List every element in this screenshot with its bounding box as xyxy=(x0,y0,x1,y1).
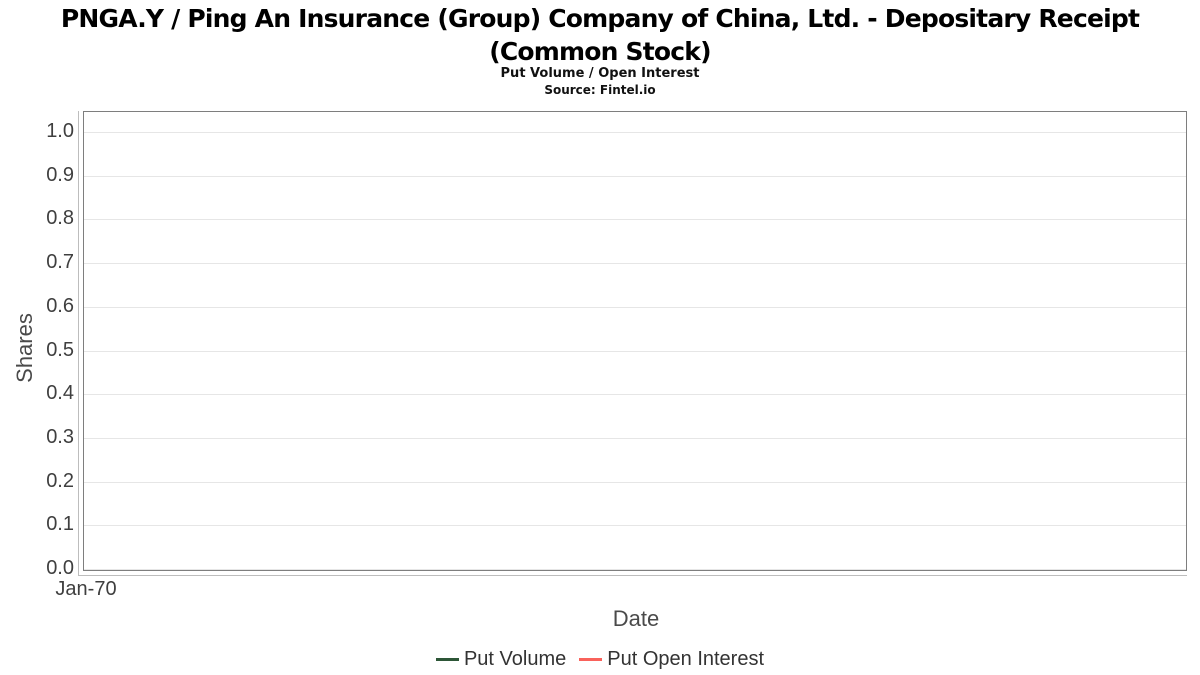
y-axis-tick: 0.3 xyxy=(46,425,74,448)
y-axis-line xyxy=(78,111,79,576)
plot-area xyxy=(83,111,1187,571)
y-axis-tick: 0.2 xyxy=(46,469,74,492)
y-axis-tick: 0.4 xyxy=(46,382,74,405)
chart-title-line2: (Common Stock) xyxy=(489,37,711,66)
gridline xyxy=(84,569,1186,570)
legend-item-put-volume: Put Volume xyxy=(435,647,567,671)
gridline xyxy=(84,175,1186,177)
gridline xyxy=(84,525,1186,527)
y-axis-tick: 0.9 xyxy=(46,163,74,186)
y-axis-tick: 0.7 xyxy=(46,251,74,274)
y-axis-tick: 0.5 xyxy=(46,338,74,361)
x-axis-tick: Jan-70 xyxy=(55,578,117,600)
chart-title: PNGA.Y / Ping An Insurance (Group) Compa… xyxy=(0,2,1200,68)
y-axis-tick: 0.8 xyxy=(46,207,74,230)
x-axis-line xyxy=(78,575,1187,576)
gridline xyxy=(84,481,1186,483)
chart-title-line1: PNGA.Y / Ping An Insurance (Group) Compa… xyxy=(60,4,1140,33)
y-axis-tick: 0.0 xyxy=(46,557,74,579)
legend-label: Put Open Interest xyxy=(607,647,765,670)
y-axis-tick: 0.6 xyxy=(46,294,74,317)
chart-source: Source: Fintel.io xyxy=(544,83,656,97)
legend-dash-icon xyxy=(579,657,603,661)
gridline xyxy=(84,219,1186,221)
chart-subtitle: Put Volume / Open Interest xyxy=(500,66,700,81)
legend-label: Put Volume xyxy=(463,647,567,670)
y-axis-tick: 0.1 xyxy=(46,513,74,536)
legend-item-put-open-interest: Put Open Interest xyxy=(579,648,764,671)
gridline xyxy=(84,350,1186,352)
gridline xyxy=(84,132,1186,133)
gridline xyxy=(84,394,1186,396)
gridline xyxy=(84,306,1186,308)
x-axis-title: Date xyxy=(612,606,660,631)
legend-dash-icon xyxy=(435,657,459,661)
y-axis-tick: 1.0 xyxy=(46,120,74,142)
gridline xyxy=(84,437,1186,439)
legend: Put Volume Put Open Interest xyxy=(0,645,1200,673)
gridline xyxy=(84,263,1186,265)
